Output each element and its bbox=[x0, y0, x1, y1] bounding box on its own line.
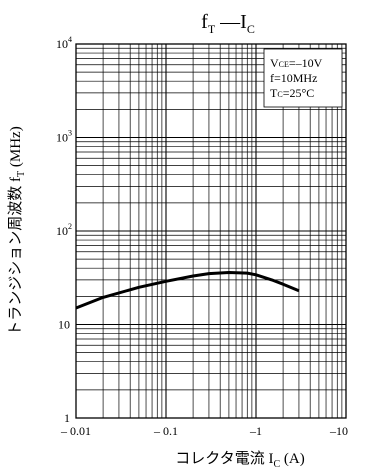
chart-title: fT —IC bbox=[201, 11, 255, 36]
y-tick-label: 102 bbox=[56, 222, 72, 238]
annotation-tc: TC=25°C bbox=[270, 86, 314, 100]
y-tick-label: 10 bbox=[58, 318, 70, 332]
grid bbox=[76, 44, 346, 418]
x-tick-label: – 0.1 bbox=[153, 424, 178, 438]
x-tick-label: – 0.01 bbox=[60, 424, 91, 438]
plot-frame bbox=[75, 43, 347, 419]
annotation-frequency: f=10MHz bbox=[270, 71, 317, 85]
annotation-box bbox=[263, 48, 343, 108]
y-tick-label: 104 bbox=[56, 35, 72, 51]
y-axis-label: トランジション周波数 fT (MHz) bbox=[7, 126, 27, 335]
y-tick-label: 103 bbox=[56, 129, 72, 145]
x-axis-label: コレクタ電流 IC (A) bbox=[175, 450, 304, 470]
x-tick-label: –1 bbox=[249, 424, 262, 438]
annotation-vce: VCE=–10V bbox=[270, 56, 323, 70]
x-tick-labels: – 0.01 – 0.1 –1 –10 bbox=[60, 424, 348, 438]
series-line bbox=[75, 271, 300, 310]
conditions-annotation: VCE=–10V f=10MHz TC=25°C bbox=[263, 48, 343, 108]
x-tick-label: –10 bbox=[329, 424, 348, 438]
y-tick-labels: 1 10 102 103 104 bbox=[56, 35, 72, 425]
y-tick-label: 1 bbox=[64, 411, 70, 425]
